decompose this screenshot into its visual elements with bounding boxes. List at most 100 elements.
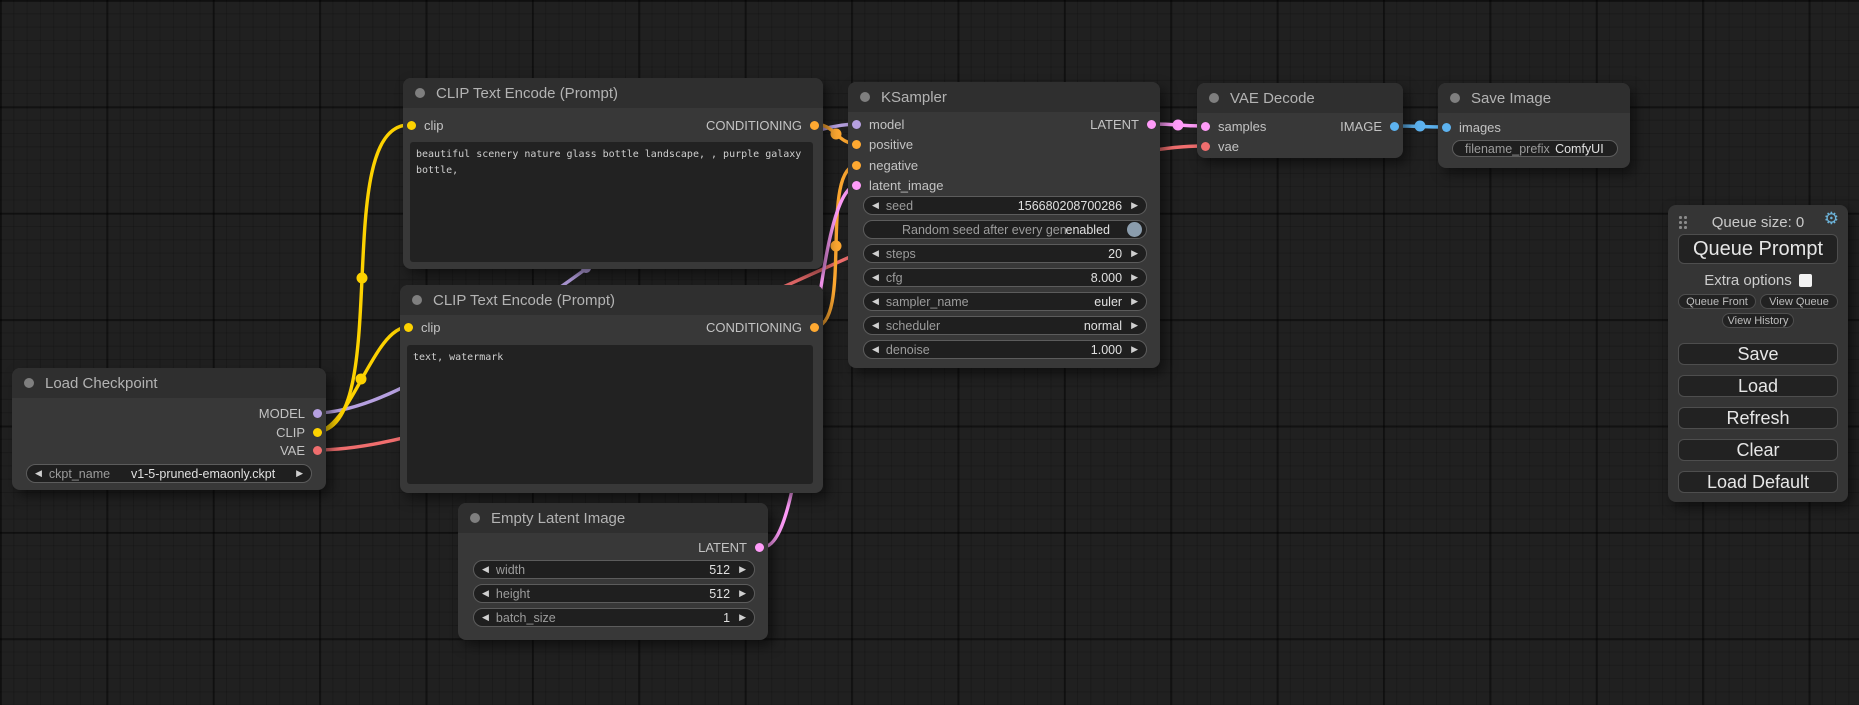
ckpt-name-widget[interactable]: ◀ ckpt_name v1-5-pruned-emaonly.ckpt ▶ [26, 464, 312, 483]
output-slot-model[interactable]: MODEL [259, 404, 326, 422]
filename-prefix-widget[interactable]: filename_prefix ComfyUI [1452, 140, 1618, 157]
conditioning-slot-icon[interactable] [810, 322, 819, 332]
conditioning-slot-icon[interactable] [852, 139, 861, 149]
node-title-bar[interactable]: KSampler [848, 82, 1160, 112]
decrement-arrow-icon[interactable]: ◀ [872, 200, 879, 210]
clear-button[interactable]: Clear [1678, 439, 1838, 461]
latent-slot-icon[interactable] [1201, 121, 1210, 131]
increment-arrow-icon[interactable]: ▶ [739, 564, 746, 574]
increment-arrow-icon[interactable]: ▶ [1131, 272, 1138, 282]
load-button[interactable]: Load [1678, 375, 1838, 397]
increment-arrow-icon[interactable]: ▶ [1131, 248, 1138, 258]
decrement-arrow-icon[interactable]: ◀ [872, 344, 879, 354]
decrement-arrow-icon[interactable]: ◀ [482, 564, 489, 574]
increment-arrow-icon[interactable]: ▶ [1131, 200, 1138, 210]
random-seed-toggle-widget[interactable]: Random seed after every gen enabled [863, 220, 1147, 239]
input-slot-samples[interactable]: samples [1197, 117, 1266, 135]
collapse-dot-icon[interactable] [1450, 93, 1460, 103]
clip-slot-icon[interactable] [404, 322, 413, 332]
input-slot-negative[interactable]: negative [848, 156, 918, 174]
node-title-bar[interactable]: CLIP Text Encode (Prompt) [400, 285, 823, 315]
collapse-dot-icon[interactable] [1209, 93, 1219, 103]
denoise-widget[interactable]: ◀ denoise 1.000 ▶ [863, 340, 1147, 359]
height-widget[interactable]: ◀ height 512 ▶ [473, 584, 755, 603]
decrement-arrow-icon[interactable]: ◀ [482, 612, 489, 622]
batch-size-widget[interactable]: ◀ batch_size 1 ▶ [473, 608, 755, 627]
input-slot-vae[interactable]: vae [1197, 137, 1239, 155]
node-clip-text-encode-negative[interactable]: CLIP Text Encode (Prompt) clip CONDITION… [400, 285, 823, 493]
decrement-arrow-icon[interactable]: ◀ [872, 296, 879, 306]
node-empty-latent-image[interactable]: Empty Latent Image LATENT ◀ width 512 ▶ … [458, 503, 768, 640]
steps-widget[interactable]: ◀ steps 20 ▶ [863, 244, 1147, 263]
collapse-dot-icon[interactable] [24, 378, 34, 388]
decrement-arrow-icon[interactable]: ◀ [482, 588, 489, 598]
latent-slot-icon[interactable] [755, 542, 764, 552]
collapse-dot-icon[interactable] [860, 92, 870, 102]
image-slot-icon[interactable] [1442, 122, 1451, 132]
output-slot-latent[interactable]: LATENT [1090, 115, 1160, 133]
increment-arrow-icon[interactable]: ▶ [739, 588, 746, 598]
decrement-arrow-icon[interactable]: ◀ [872, 320, 879, 330]
increment-arrow-icon[interactable]: ▶ [1131, 296, 1138, 306]
sampler-name-widget[interactable]: ◀ sampler_name euler ▶ [863, 292, 1147, 311]
node-title-bar[interactable]: VAE Decode [1197, 83, 1403, 113]
cfg-widget[interactable]: ◀ cfg 8.000 ▶ [863, 268, 1147, 287]
seed-widget[interactable]: ◀ seed 156680208700286 ▶ [863, 196, 1147, 215]
vae-slot-icon[interactable] [1201, 141, 1210, 151]
positive-prompt-textarea[interactable]: beautiful scenery nature glass bottle la… [410, 142, 813, 262]
node-title-bar[interactable]: Empty Latent Image [458, 503, 768, 533]
increment-arrow-icon[interactable]: ▶ [1131, 320, 1138, 330]
node-title-bar[interactable]: Load Checkpoint [12, 368, 326, 398]
scheduler-widget[interactable]: ◀ scheduler normal ▶ [863, 316, 1147, 335]
output-slot-conditioning[interactable]: CONDITIONING [706, 116, 823, 134]
model-slot-icon[interactable] [852, 119, 861, 129]
node-load-checkpoint[interactable]: Load Checkpoint MODEL CLIP VAE ◀ ckpt_na… [12, 368, 326, 490]
input-slot-clip[interactable]: clip [403, 116, 444, 134]
output-slot-vae[interactable]: VAE [280, 441, 326, 459]
input-slot-images[interactable]: images [1438, 118, 1501, 136]
latent-slot-icon[interactable] [852, 180, 861, 190]
drag-handle-icon[interactable] [1679, 216, 1682, 219]
vae-slot-icon[interactable] [313, 445, 322, 455]
image-slot-icon[interactable] [1390, 121, 1399, 131]
collapse-dot-icon[interactable] [415, 88, 425, 98]
node-save-image[interactable]: Save Image images filename_prefix ComfyU… [1438, 83, 1630, 168]
increment-arrow-icon[interactable]: ▶ [1131, 344, 1138, 354]
decrement-arrow-icon[interactable]: ◀ [872, 248, 879, 258]
output-slot-clip[interactable]: CLIP [276, 423, 326, 441]
view-history-button[interactable]: View History [1722, 313, 1794, 328]
model-slot-icon[interactable] [313, 408, 322, 418]
load-default-button[interactable]: Load Default [1678, 471, 1838, 493]
decrement-arrow-icon[interactable]: ◀ [35, 468, 42, 478]
width-widget[interactable]: ◀ width 512 ▶ [473, 560, 755, 579]
output-slot-conditioning[interactable]: CONDITIONING [706, 318, 823, 336]
collapse-dot-icon[interactable] [470, 513, 480, 523]
extra-options-checkbox[interactable] [1798, 273, 1812, 287]
conditioning-slot-icon[interactable] [852, 160, 861, 170]
node-title-bar[interactable]: CLIP Text Encode (Prompt) [403, 78, 823, 108]
input-slot-model[interactable]: model [848, 115, 904, 133]
queue-prompt-button[interactable]: Queue Prompt [1678, 234, 1838, 264]
view-queue-button[interactable]: View Queue [1760, 294, 1838, 309]
node-vae-decode[interactable]: VAE Decode samples vae IMAGE [1197, 83, 1403, 158]
increment-arrow-icon[interactable]: ▶ [296, 468, 303, 478]
node-ksampler[interactable]: KSampler model positive negative latent_… [848, 82, 1160, 368]
refresh-button[interactable]: Refresh [1678, 407, 1838, 429]
conditioning-slot-icon[interactable] [810, 120, 819, 130]
collapse-dot-icon[interactable] [412, 295, 422, 305]
toggle-dot-icon[interactable] [1127, 222, 1142, 237]
node-title-bar[interactable]: Save Image [1438, 83, 1630, 113]
queue-front-button[interactable]: Queue Front [1678, 294, 1756, 309]
negative-prompt-textarea[interactable]: text, watermark [407, 345, 813, 484]
input-slot-clip[interactable]: clip [400, 318, 441, 336]
input-slot-positive[interactable]: positive [848, 135, 913, 153]
increment-arrow-icon[interactable]: ▶ [739, 612, 746, 622]
clip-slot-icon[interactable] [407, 120, 416, 130]
settings-gear-icon[interactable]: ⚙ [1823, 209, 1839, 228]
output-slot-image[interactable]: IMAGE [1340, 117, 1403, 135]
input-slot-latent-image[interactable]: latent_image [848, 176, 943, 194]
latent-slot-icon[interactable] [1147, 119, 1156, 129]
output-slot-latent[interactable]: LATENT [698, 538, 768, 556]
decrement-arrow-icon[interactable]: ◀ [872, 272, 879, 282]
clip-slot-icon[interactable] [313, 427, 322, 437]
